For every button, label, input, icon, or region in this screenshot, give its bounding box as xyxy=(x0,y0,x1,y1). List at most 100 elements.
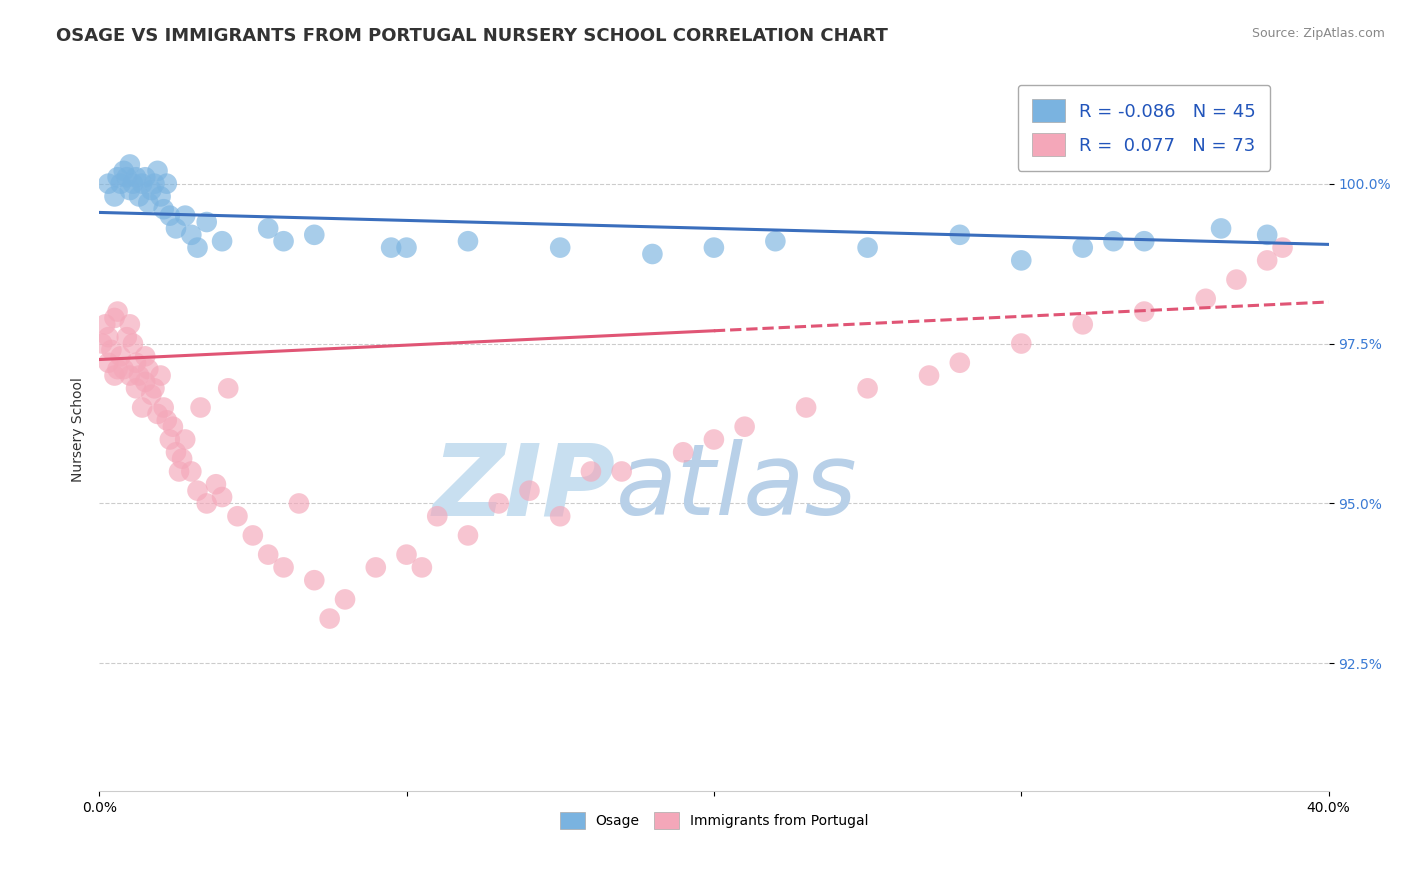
Point xyxy=(134,170,156,185)
Point xyxy=(1256,253,1278,268)
Point xyxy=(110,177,132,191)
Point xyxy=(734,419,756,434)
Point xyxy=(146,407,169,421)
Point xyxy=(226,509,249,524)
Point xyxy=(1225,272,1247,286)
Point xyxy=(411,560,433,574)
Point xyxy=(128,368,150,383)
Point xyxy=(703,241,725,255)
Point xyxy=(333,592,356,607)
Point xyxy=(703,433,725,447)
Point xyxy=(304,227,326,242)
Point xyxy=(180,465,202,479)
Point xyxy=(103,189,125,203)
Point xyxy=(165,221,187,235)
Point xyxy=(143,381,166,395)
Point xyxy=(172,451,194,466)
Point xyxy=(257,221,280,235)
Point xyxy=(257,548,280,562)
Point xyxy=(112,164,135,178)
Point xyxy=(125,381,148,395)
Point xyxy=(143,177,166,191)
Point xyxy=(174,433,197,447)
Point xyxy=(579,465,602,479)
Point xyxy=(395,241,418,255)
Point xyxy=(186,241,208,255)
Point xyxy=(134,375,156,389)
Point xyxy=(288,496,311,510)
Point xyxy=(380,241,402,255)
Text: Source: ZipAtlas.com: Source: ZipAtlas.com xyxy=(1251,27,1385,40)
Point xyxy=(146,164,169,178)
Point xyxy=(125,170,148,185)
Point xyxy=(1133,234,1156,248)
Point xyxy=(180,227,202,242)
Y-axis label: Nursery School: Nursery School xyxy=(72,377,86,483)
Point xyxy=(548,241,571,255)
Point xyxy=(162,419,184,434)
Point xyxy=(918,368,941,383)
Point xyxy=(672,445,695,459)
Point xyxy=(641,247,664,261)
Point xyxy=(610,465,633,479)
Point xyxy=(136,362,159,376)
Point xyxy=(122,336,145,351)
Point xyxy=(156,177,179,191)
Point xyxy=(364,560,387,574)
Point xyxy=(519,483,541,498)
Legend: Osage, Immigrants from Portugal: Osage, Immigrants from Portugal xyxy=(554,806,873,835)
Point xyxy=(118,157,141,171)
Point xyxy=(195,215,218,229)
Point xyxy=(131,401,153,415)
Point xyxy=(159,209,181,223)
Point xyxy=(115,330,138,344)
Point xyxy=(149,189,172,203)
Point xyxy=(304,573,326,587)
Point xyxy=(1209,221,1232,235)
Point xyxy=(122,177,145,191)
Point xyxy=(1102,234,1125,248)
Point xyxy=(118,183,141,197)
Point xyxy=(949,227,972,242)
Point xyxy=(1133,304,1156,318)
Point xyxy=(110,349,132,363)
Point xyxy=(115,170,138,185)
Point xyxy=(136,195,159,210)
Text: atlas: atlas xyxy=(616,439,858,536)
Point xyxy=(794,401,817,415)
Point xyxy=(97,177,120,191)
Point xyxy=(211,490,233,504)
Point xyxy=(395,548,418,562)
Point xyxy=(107,362,129,376)
Point xyxy=(1271,241,1294,255)
Point xyxy=(107,304,129,318)
Point xyxy=(128,189,150,203)
Point xyxy=(949,356,972,370)
Point xyxy=(174,209,197,223)
Point xyxy=(318,611,340,625)
Point xyxy=(1010,336,1032,351)
Point xyxy=(91,336,114,351)
Point xyxy=(856,241,879,255)
Point xyxy=(149,368,172,383)
Point xyxy=(118,318,141,332)
Point xyxy=(107,170,129,185)
Text: OSAGE VS IMMIGRANTS FROM PORTUGAL NURSERY SCHOOL CORRELATION CHART: OSAGE VS IMMIGRANTS FROM PORTUGAL NURSER… xyxy=(56,27,889,45)
Point xyxy=(97,356,120,370)
Point xyxy=(273,234,295,248)
Point xyxy=(156,413,179,427)
Point xyxy=(548,509,571,524)
Point xyxy=(190,401,212,415)
Point xyxy=(1010,253,1032,268)
Point xyxy=(763,234,786,248)
Point xyxy=(152,401,174,415)
Point xyxy=(488,496,510,510)
Point xyxy=(167,465,190,479)
Point xyxy=(217,381,239,395)
Point xyxy=(1071,318,1094,332)
Point xyxy=(131,177,153,191)
Point xyxy=(103,310,125,325)
Point xyxy=(94,318,117,332)
Point xyxy=(426,509,449,524)
Text: ZIP: ZIP xyxy=(433,439,616,536)
